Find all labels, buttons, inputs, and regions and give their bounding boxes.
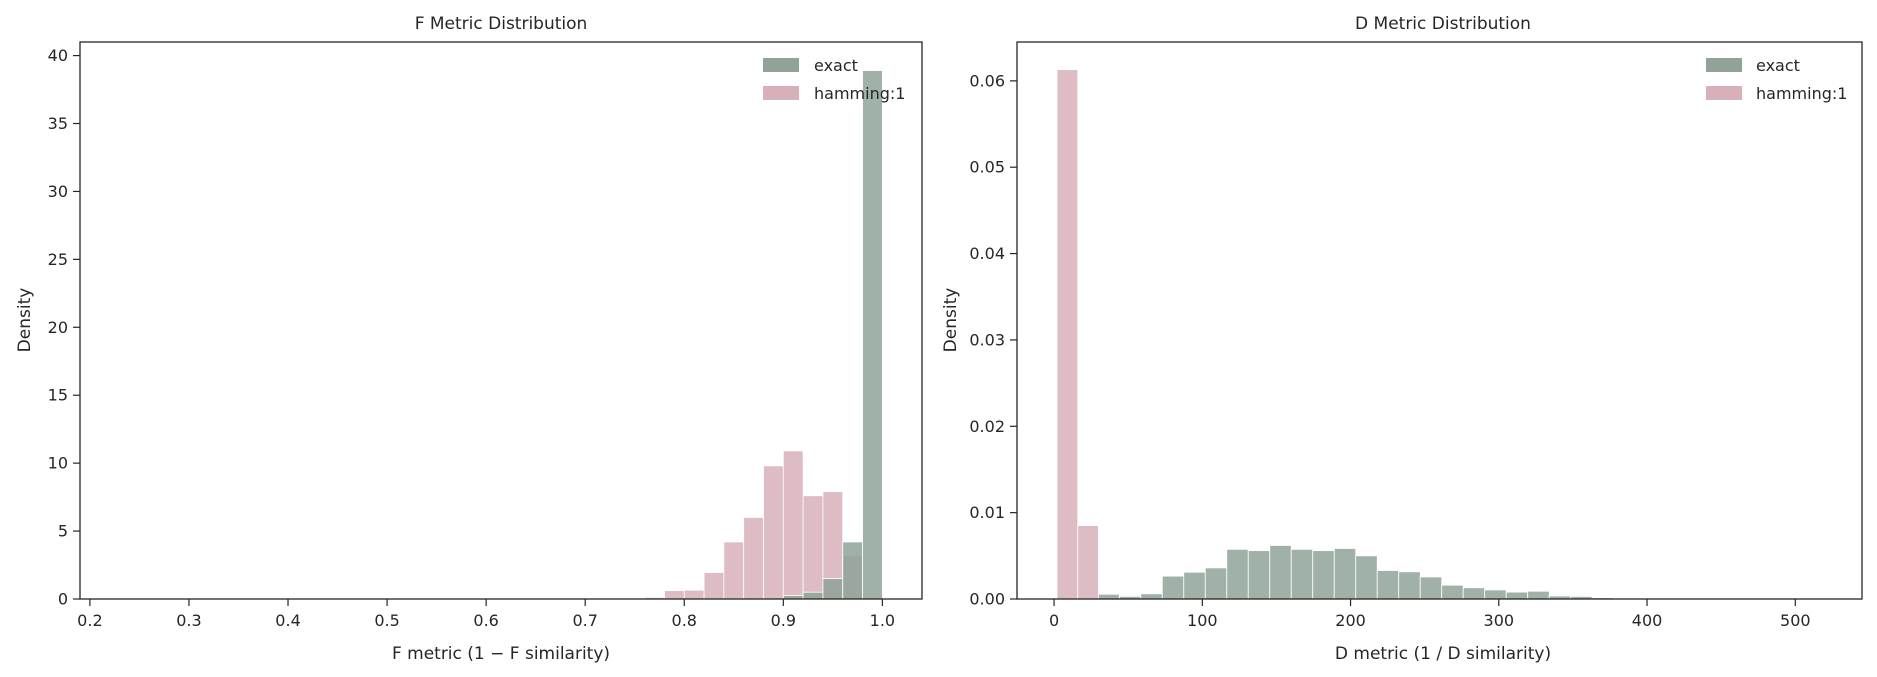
y-tick-label: 0.01: [969, 503, 1005, 522]
y-tick-label: 35: [48, 114, 68, 133]
chart-d-metric: D Metric Distribution 0 100 200 300 400 500 0…: [941, 14, 1863, 664]
bar-exact-14: [1398, 571, 1421, 600]
plot-frame: [1016, 41, 1863, 600]
bar-exact-18: [1484, 589, 1507, 600]
legend-label-exact: exact: [1756, 56, 1800, 75]
y-tick-label: 0.00: [969, 590, 1005, 609]
bar-exact-19: [1505, 591, 1529, 600]
legend: exact hamming:1: [763, 56, 905, 103]
bar-exact-2: [822, 578, 844, 600]
legend-label-exact: exact: [814, 56, 858, 75]
legend-swatch-exact: [1706, 58, 1742, 72]
x-tick-label: 200: [1335, 611, 1366, 630]
y-axis-label: Density: [941, 288, 961, 353]
bar-exact-3: [842, 541, 863, 600]
bars-layer: [1056, 69, 1830, 600]
y-tick-label: 20: [48, 318, 68, 337]
x-axis-label: F metric (1 − F similarity): [392, 644, 610, 664]
bar-hamming-1-1: [664, 590, 685, 600]
bar-exact-7: [1247, 550, 1271, 600]
y-tick-label: 0.06: [969, 71, 1005, 90]
y-tick-label: 25: [48, 250, 68, 269]
chart-f-metric: F Metric Distribution 0.2 0.3 0.4 0.5 0.6 0.7…: [15, 14, 923, 664]
y-ticks: 0.00 0.01 0.02 0.03 0.04 0.05 0.06: [969, 71, 1017, 609]
x-tick-label: 0.9: [771, 611, 796, 630]
bar-exact-15: [1419, 576, 1443, 600]
x-tick-label: 0.3: [176, 611, 201, 630]
bar-exact-9: [1290, 548, 1314, 600]
x-tick-label: 300: [1484, 611, 1515, 630]
bar-hamming-1-0: [1056, 69, 1079, 600]
bar-exact-4: [1183, 571, 1206, 600]
x-ticks: 0 100 200 300 400 500: [1049, 599, 1811, 630]
x-tick-label: 0: [1049, 611, 1059, 630]
y-tick-label: 30: [48, 182, 68, 201]
bar-hamming-1-5: [743, 517, 764, 600]
y-ticks: 0 5 10 15 20 25 30 35 40: [48, 46, 80, 609]
x-tick-label: 0.7: [572, 611, 597, 630]
bar-hamming-1-2: [683, 589, 705, 600]
legend-swatch-hamming: [1706, 86, 1742, 100]
bar-hamming-1-3: [703, 572, 725, 600]
legend-label-hamming: hamming:1: [814, 84, 905, 103]
y-tick-label: 40: [48, 46, 68, 65]
x-tick-label: 100: [1187, 611, 1218, 630]
x-tick-label: 0.6: [473, 611, 498, 630]
bar-hamming-1-7: [782, 450, 804, 600]
bar-hamming-1-6: [763, 465, 784, 600]
bar-exact-0: [1097, 593, 1120, 600]
bar-exact-8: [1269, 545, 1292, 600]
bar-hamming-1-4: [723, 541, 745, 600]
x-tick-label: 0.2: [77, 611, 102, 630]
x-tick-label: 500: [1780, 611, 1811, 630]
y-tick-label: 0.04: [969, 244, 1005, 263]
legend-swatch-exact: [763, 58, 799, 72]
bar-exact-12: [1355, 555, 1378, 600]
bar-exact-20: [1527, 590, 1550, 600]
x-axis-label: D metric (1 / D similarity): [1335, 644, 1551, 664]
bar-exact-5: [1204, 567, 1228, 600]
y-tick-label: 0: [58, 590, 68, 609]
y-tick-label: 0.02: [969, 417, 1005, 436]
y-tick-label: 15: [48, 386, 68, 405]
bar-exact-4: [862, 70, 883, 600]
bar-exact-10: [1312, 550, 1335, 600]
x-tick-label: 0.8: [672, 611, 697, 630]
x-ticks: 0.2 0.3 0.4 0.5 0.6 0.7 0.8 0.9 1.0: [77, 599, 895, 630]
plot-frame: [79, 41, 923, 600]
legend-label-hamming: hamming:1: [1756, 84, 1847, 103]
chart-title: F Metric Distribution: [415, 14, 588, 34]
bars-layer: [644, 70, 883, 600]
y-tick-label: 5: [58, 522, 68, 541]
y-tick-label: 10: [48, 454, 68, 473]
bar-exact-2: [1140, 593, 1163, 600]
chart-title: D Metric Distribution: [1355, 14, 1531, 34]
x-tick-label: 0.5: [374, 611, 399, 630]
bar-exact-3: [1161, 575, 1185, 600]
x-tick-label: 0.4: [275, 611, 300, 630]
bar-hamming-1-1: [1077, 525, 1099, 600]
y-tick-label: 0.03: [969, 330, 1005, 349]
bar-hamming-1-8: [802, 495, 824, 600]
y-tick-label: 0.05: [969, 158, 1005, 177]
legend: exact hamming:1: [1706, 56, 1847, 103]
bar-exact-16: [1441, 584, 1464, 600]
x-tick-label: 1.0: [870, 611, 895, 630]
bar-exact-1: [802, 591, 824, 600]
bar-exact-11: [1333, 548, 1357, 600]
bar-exact-17: [1462, 587, 1486, 600]
x-tick-label: 400: [1632, 611, 1663, 630]
bar-exact-13: [1376, 570, 1400, 600]
y-axis-label: Density: [15, 288, 35, 353]
bar-exact-6: [1226, 548, 1249, 600]
legend-swatch-hamming: [763, 86, 799, 100]
